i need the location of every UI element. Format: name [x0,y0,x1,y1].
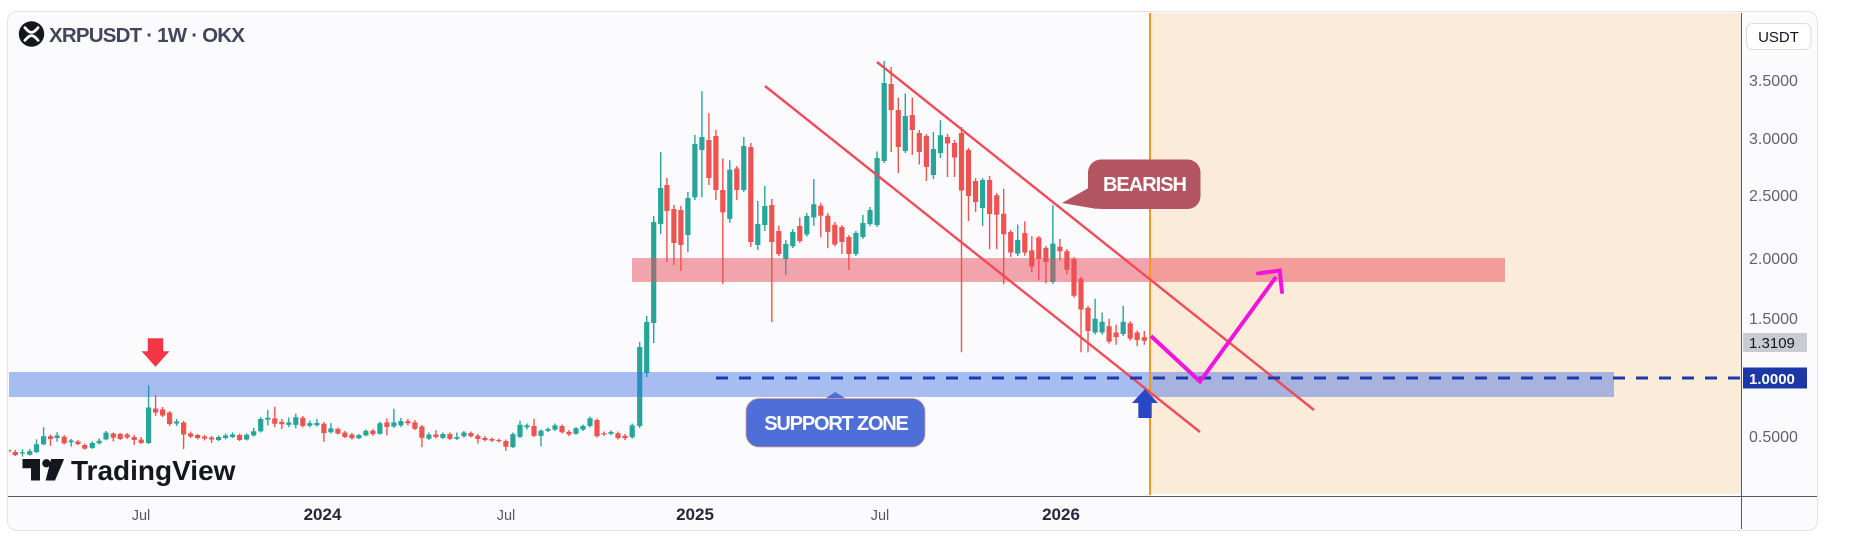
svg-text:1.0000: 1.0000 [1749,371,1795,388]
svg-text:Jul: Jul [132,508,151,524]
svg-text:0.5000: 0.5000 [1749,429,1798,446]
svg-text:SUPPORT ZONE: SUPPORT ZONE [764,413,908,435]
svg-text:Jul: Jul [871,508,890,524]
svg-text:2.0000: 2.0000 [1749,251,1798,268]
svg-text:1.3109: 1.3109 [1749,335,1795,352]
svg-text:2025: 2025 [676,505,714,524]
svg-text:3.0000: 3.0000 [1749,131,1798,148]
svg-text:2.5000: 2.5000 [1749,188,1798,205]
svg-text:USDT: USDT [1758,29,1799,46]
svg-text:TradingView: TradingView [71,455,236,486]
svg-text:1.5000: 1.5000 [1749,311,1798,328]
svg-text:BEARISH: BEARISH [1103,174,1187,196]
svg-text:3.5000: 3.5000 [1749,73,1798,90]
svg-text:Jul: Jul [497,508,516,524]
svg-text:2026: 2026 [1042,505,1080,524]
svg-text:2024: 2024 [304,505,342,524]
svg-text:XRPUSDT · 1W · OKX: XRPUSDT · 1W · OKX [49,24,245,47]
